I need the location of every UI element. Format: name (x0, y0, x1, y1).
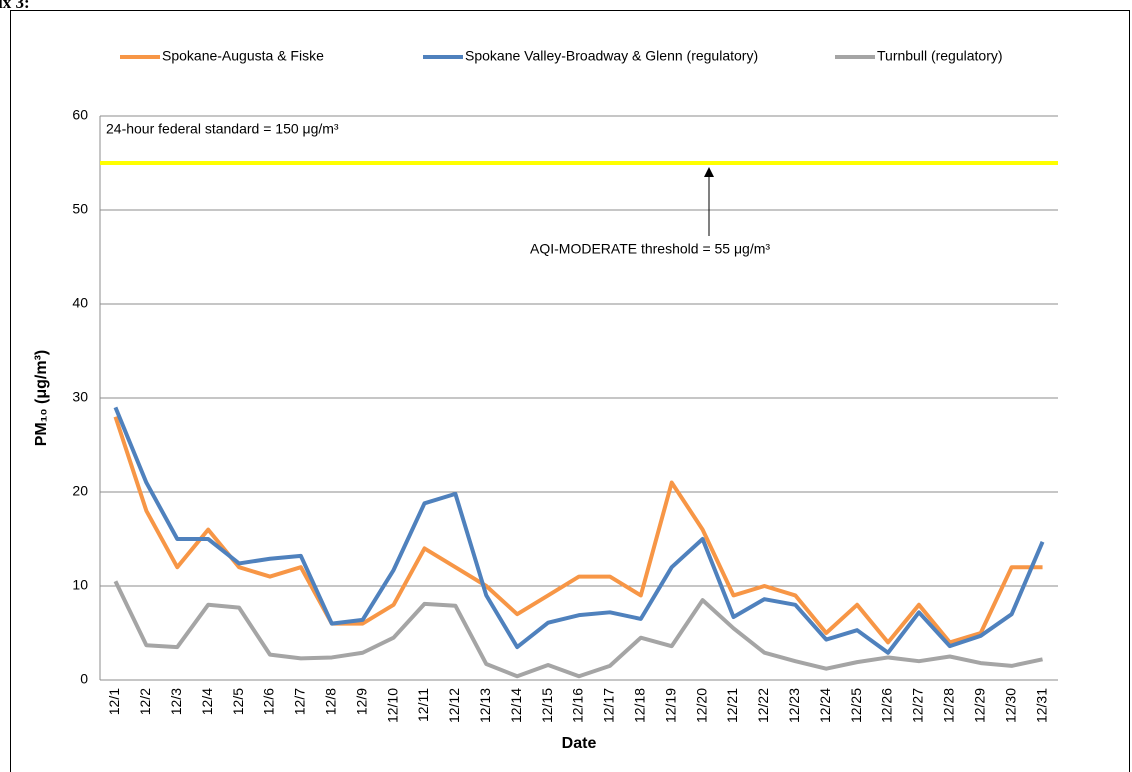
legend-label: Spokane Valley-Broadway & Glenn (regulat… (465, 48, 758, 64)
x-tick-label: 12/9 (353, 688, 369, 715)
x-tick-label: 12/28 (941, 688, 957, 723)
x-axis-title: Date (562, 735, 597, 752)
annotation: AQI-MODERATE threshold = 55 μg/m³ (530, 241, 770, 257)
x-tick-label: 12/2 (137, 688, 153, 715)
x-tick-label: 12/20 (693, 688, 709, 723)
x-tick-label: 12/11 (415, 688, 431, 722)
y-tick-label: 50 (72, 201, 88, 217)
series-line (113, 580, 1043, 679)
x-tick-label: 12/3 (168, 688, 184, 715)
x-tick-label: 12/21 (724, 688, 740, 723)
y-tick-label: 0 (80, 671, 88, 687)
x-tick-label: 12/27 (910, 688, 926, 723)
x-tick-label: 12/30 (1002, 688, 1018, 723)
x-tick-label: 12/5 (230, 688, 246, 715)
arrow-head (704, 167, 714, 177)
y-tick-label: 10 (72, 577, 88, 593)
y-axis-title: PM₁₀ (μg/m³) (33, 350, 50, 447)
legend-label: Turnbull (regulatory) (877, 48, 1003, 64)
x-tick-label: 12/10 (384, 688, 400, 723)
x-tick-label: 12/15 (539, 688, 555, 723)
x-tick-label: 12/4 (199, 688, 215, 715)
y-tick-label: 30 (72, 389, 88, 405)
x-tick-label: 12/26 (879, 688, 895, 723)
x-tick-label: 12/12 (446, 688, 462, 723)
x-tick-label: 12/31 (1033, 688, 1049, 723)
legend-label: Spokane-Augusta & Fiske (162, 48, 324, 64)
x-tick-label: 12/23 (786, 688, 802, 723)
y-tick-label: 40 (72, 295, 88, 311)
x-tick-label: 12/29 (971, 688, 987, 723)
series-line (113, 416, 1043, 645)
x-tick-label: 12/18 (632, 688, 648, 723)
x-tick-label: 12/24 (817, 688, 833, 723)
x-tick-label: 12/1 (106, 688, 122, 715)
y-tick-label: 60 (72, 107, 88, 123)
annotation: 24-hour federal standard = 150 μg/m³ (106, 121, 339, 137)
chart: 0 10 20 30 40 50 60 12/1 12/2 12/3 12/4 12/5 12/6 12/… (33, 48, 1058, 752)
x-tick-label: 12/6 (261, 688, 277, 715)
page-header: ix 3: (0, 0, 30, 12)
x-tick-label: 12/16 (570, 688, 586, 723)
x-tick-label: 12/7 (292, 688, 308, 715)
x-tick-label: 12/14 (508, 688, 524, 723)
x-tick-label: 12/19 (662, 688, 678, 723)
chart-frame (10, 10, 1130, 772)
x-tick-label: 12/17 (601, 688, 617, 723)
x-tick-label: 12/22 (755, 688, 771, 723)
series-line (113, 406, 1045, 655)
x-tick-label: 12/25 (848, 688, 864, 723)
y-tick-label: 20 (72, 483, 88, 499)
x-tick-label: 12/13 (477, 688, 493, 723)
x-tick-label: 12/8 (322, 688, 338, 715)
